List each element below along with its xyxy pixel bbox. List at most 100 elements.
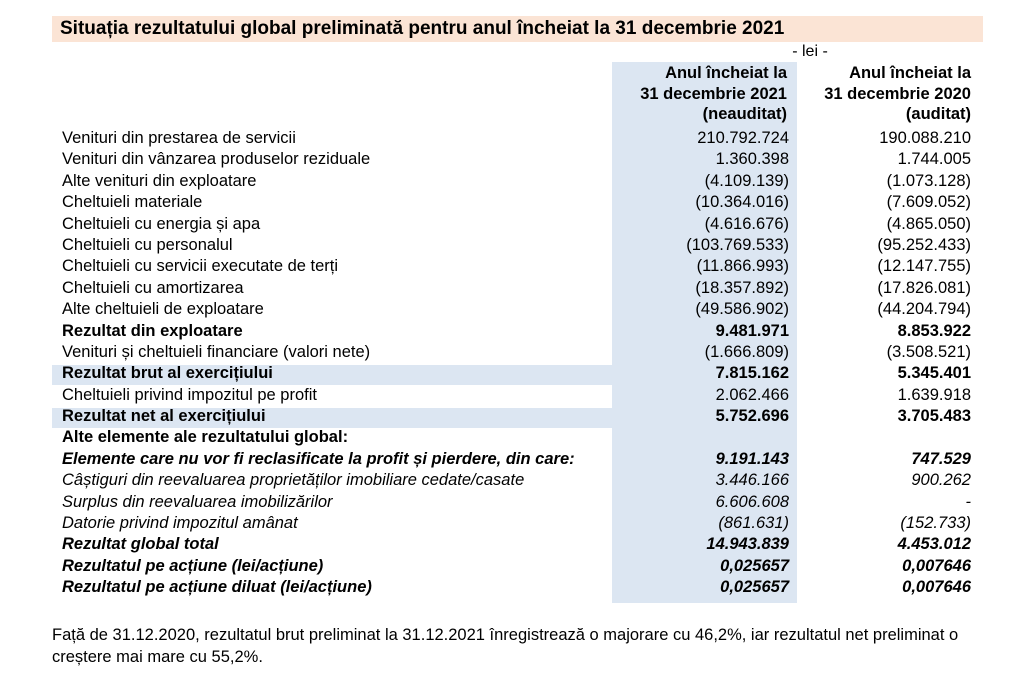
- column-header-line: (neauditat): [702, 105, 787, 123]
- value-2020: (95.252.433): [877, 235, 971, 254]
- value-2021: 7.815.162: [715, 364, 789, 383]
- value-2021: (103.769.533): [686, 235, 789, 254]
- table-row: Alte elemente ale rezultatului global:: [0, 427, 1024, 448]
- column-header-line: 31 decembrie 2020: [824, 84, 971, 103]
- value-2021: (11.866.993): [696, 257, 789, 276]
- page-title: Situația rezultatului global preliminată…: [52, 16, 983, 42]
- row-label: Alte elemente ale rezultatului global:: [62, 428, 349, 447]
- row-label: Cheltuieli cu personalul: [62, 235, 233, 254]
- value-2021: 9.191.143: [715, 449, 789, 468]
- table-row: Rezultatul pe acțiune (lei/acțiune) 0,025…: [0, 556, 1024, 577]
- column-header-line: (auditat): [905, 105, 971, 123]
- row-label: Venituri din prestarea de servicii: [62, 129, 296, 147]
- table-row: Cheltuieli cu energia și apa (4.616.676) (…: [0, 214, 1024, 235]
- value-2020: (12.147.755): [877, 257, 971, 276]
- value-2020: 747.529: [911, 449, 971, 468]
- value-2020: (17.826.081): [877, 278, 971, 297]
- row-label: Elemente care nu vor fi reclasificate la…: [62, 449, 575, 468]
- table-row: Venituri din prestarea de servicii 210.79…: [0, 128, 1024, 149]
- table-row: Cheltuieli privind impozitul pe profit 2.…: [0, 385, 1024, 406]
- table-row: Alte cheltuieli de exploatare (49.586.902…: [0, 299, 1024, 320]
- value-2020: 900.262: [911, 471, 971, 490]
- summary-note: Față de 31.12.2020, rezultatul brut prel…: [52, 626, 959, 666]
- row-label: Rezultat brut al exercițiului: [62, 364, 273, 383]
- value-2021: (18.357.892): [695, 278, 789, 297]
- table-row: Venituri și cheltuieli financiare (valor…: [0, 342, 1024, 363]
- row-highlight-net-result: [52, 408, 612, 428]
- value-2020: 5.345.401: [897, 364, 971, 383]
- value-2021: (4.616.676): [704, 214, 789, 233]
- value-2021: 5.752.696: [715, 407, 789, 426]
- value-2021: 0,025657: [720, 578, 789, 597]
- income-statement-table: Venituri din prestarea de servicii 210.79…: [0, 128, 1024, 599]
- value-2021: 1.360.398: [715, 150, 789, 169]
- value-2020: 3.705.483: [897, 407, 971, 426]
- column-2021-highlight: [612, 62, 797, 603]
- column-header-line: Anul încheiat la: [665, 64, 787, 82]
- table-row: Cheltuieli cu amortizarea (18.357.892) (17…: [0, 278, 1024, 299]
- table-row: Surplus din reevaluarea imobilizărilor 6.…: [0, 492, 1024, 513]
- row-label: Datorie privind impozitul amânat: [62, 514, 298, 533]
- row-label: Rezultat din exploatare: [62, 321, 243, 340]
- table-row: Cheltuieli cu personalul (103.769.533) (95…: [0, 235, 1024, 256]
- value-2020: 190.088.210: [879, 129, 971, 147]
- row-label: Alte cheltuieli de exploatare: [62, 300, 264, 319]
- currency-unit: - lei -: [792, 43, 828, 60]
- table-row: Cheltuieli materiale (10.364.016) (7.609.0…: [0, 192, 1024, 213]
- table-row: Rezultat din exploatare 9.481.971 8.853.92…: [0, 321, 1024, 342]
- value-2021: 2.062.466: [715, 385, 789, 404]
- value-2020: 1.744.005: [897, 150, 971, 169]
- row-label: Cheltuieli cu amortizarea: [62, 278, 244, 297]
- value-2021: 0,025657: [720, 556, 789, 575]
- row-label: Cheltuieli materiale: [62, 193, 203, 212]
- value-2021: (10.364.016): [695, 193, 789, 212]
- value-2020: 8.853.922: [897, 321, 971, 340]
- table-row: Rezultatul pe acțiune diluat (lei/acțiun…: [0, 577, 1024, 598]
- value-2021: (861.631): [718, 514, 789, 533]
- row-label: Cheltuieli cu servicii executate de terț…: [62, 257, 339, 276]
- value-2020: -: [965, 492, 972, 511]
- value-2020: (152.733): [900, 514, 971, 533]
- value-2021: 3.446.166: [715, 471, 789, 490]
- table-row: Cheltuieli cu servicii executate de terț…: [0, 256, 1024, 277]
- value-2020: 0,007646: [902, 578, 971, 597]
- column-header-line: Anul încheiat la: [849, 64, 971, 82]
- value-2020: (4.865.050): [886, 214, 971, 233]
- row-label: Rezultat net al exercițiului: [62, 407, 266, 426]
- value-2020: (44.204.794): [877, 300, 971, 319]
- row-label: Alte venituri din exploatare: [62, 171, 257, 190]
- value-2020: (3.508.521): [886, 342, 971, 361]
- value-2020: 4.453.012: [897, 535, 971, 554]
- row-label: Surplus din reevaluarea imobilizărilor: [62, 492, 333, 511]
- table-row: Elemente care nu vor fi reclasificate la…: [0, 449, 1024, 470]
- value-2020: (7.609.052): [886, 193, 971, 212]
- table-row: Rezultat net al exercițiului 5.752.696 3.7…: [0, 406, 1024, 427]
- column-header-2021: Anul încheiat la 31 decembrie 2021 (neau…: [607, 63, 787, 125]
- value-2021: 210.792.724: [697, 129, 789, 147]
- row-label: Câștiguri din reevaluarea proprietăților…: [62, 471, 525, 490]
- row-label: Rezultatul pe acțiune diluat (lei/acțiun…: [62, 578, 372, 597]
- table-row: Câștiguri din reevaluarea proprietăților…: [0, 470, 1024, 491]
- column-header-2020: Anul încheiat la 31 decembrie 2020 (audi…: [791, 63, 971, 125]
- row-label: Venituri și cheltuieli financiare (valor…: [62, 342, 371, 361]
- row-highlight-gross-result: [52, 365, 612, 385]
- table-row: Datorie privind impozitul amânat (861.631…: [0, 513, 1024, 534]
- row-label: Rezultat global total: [62, 535, 219, 554]
- row-label: Cheltuieli cu energia și apa: [62, 214, 261, 233]
- column-header-line: 31 decembrie 2021: [640, 84, 787, 103]
- value-2021: (49.586.902): [695, 300, 789, 319]
- value-2020: 0,007646: [902, 556, 971, 575]
- row-label: Rezultatul pe acțiune (lei/acțiune): [62, 556, 324, 575]
- table-row: Rezultat global total 14.943.839 4.453.012: [0, 534, 1024, 555]
- value-2021: 6.606.608: [715, 492, 789, 511]
- value-2021: 9.481.971: [715, 321, 789, 340]
- table-row: Venituri din vânzarea produselor rezidua…: [0, 149, 1024, 170]
- value-2021: (4.109.139): [704, 171, 789, 190]
- table-row: Rezultat brut al exercițiului 7.815.162 5.…: [0, 363, 1024, 384]
- value-2020: 1.639.918: [897, 385, 971, 404]
- value-2021: 14.943.839: [706, 535, 789, 554]
- value-2021: (1.666.809): [704, 342, 789, 361]
- row-label: Cheltuieli privind impozitul pe profit: [62, 385, 317, 404]
- value-2020: (1.073.128): [886, 171, 971, 190]
- table-row: Alte venituri din exploatare (4.109.139) (…: [0, 171, 1024, 192]
